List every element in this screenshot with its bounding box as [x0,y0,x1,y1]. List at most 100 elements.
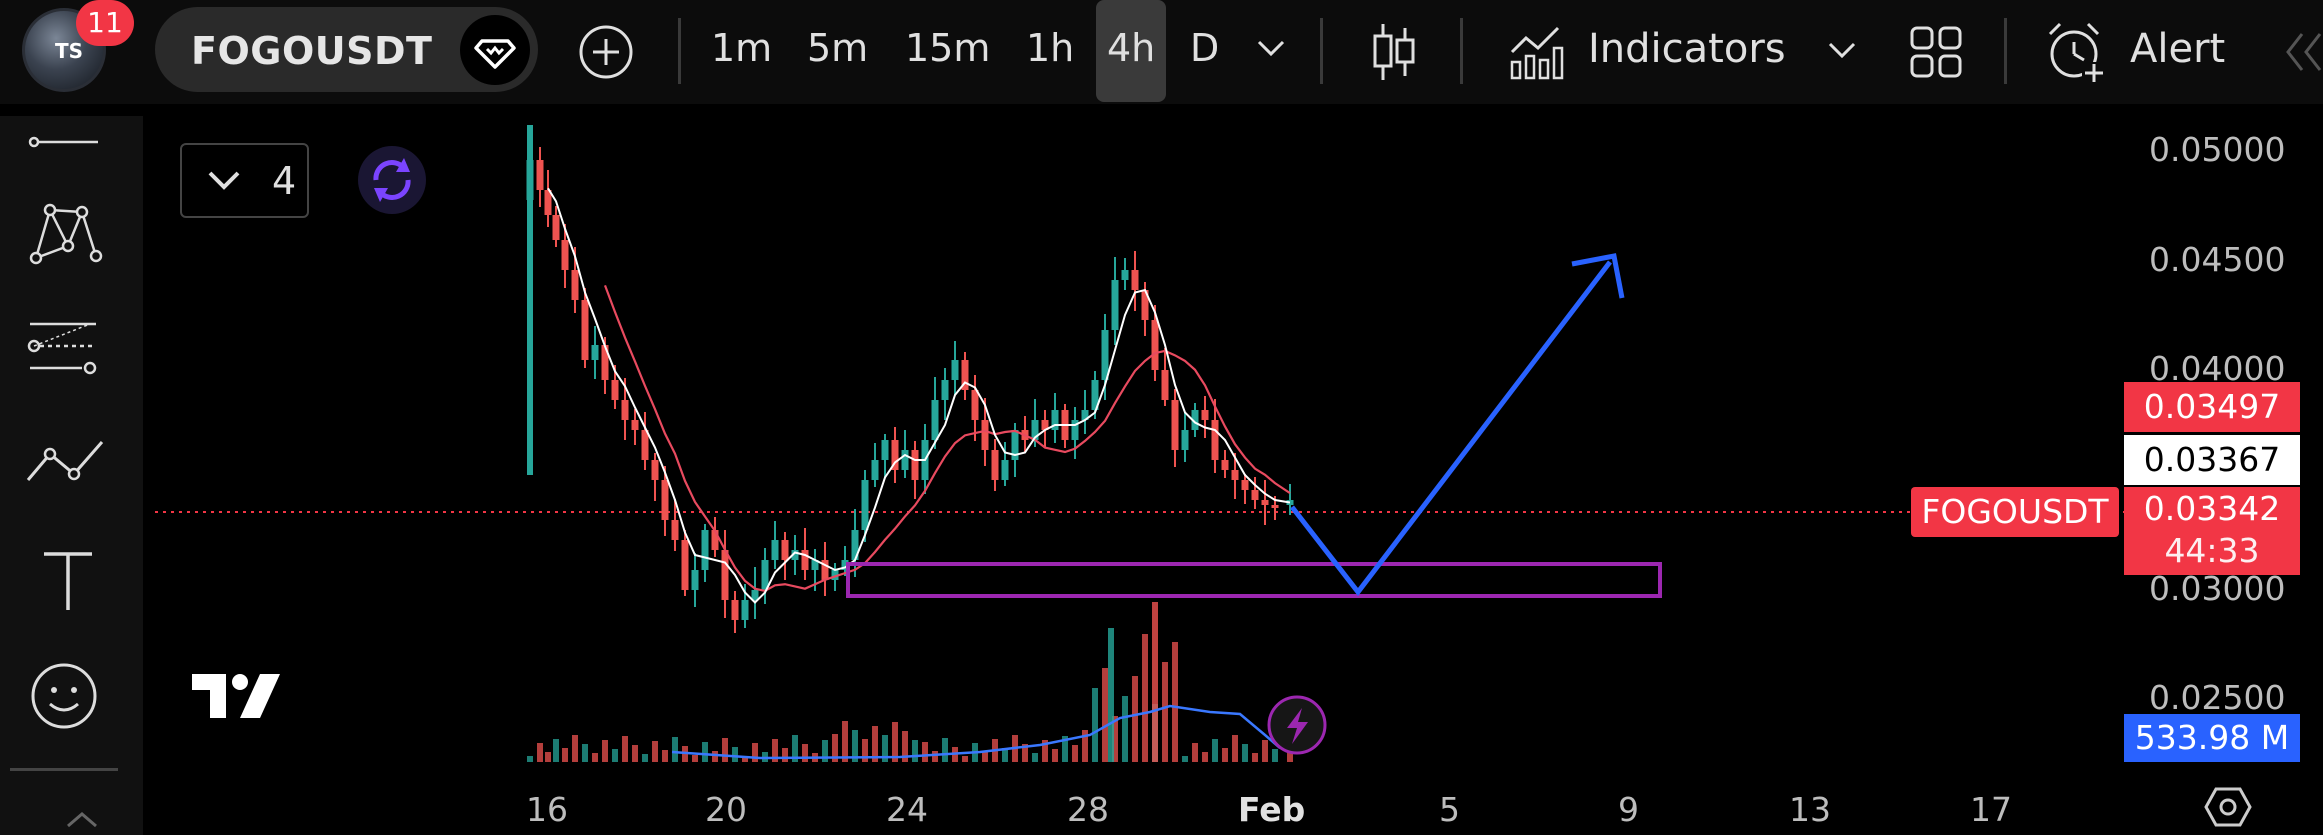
candlestick-icon [1373,24,1415,80]
sidebar-divider [10,768,118,771]
volume-bar [1122,696,1128,762]
volume-bar [982,752,988,762]
candle-body [801,550,809,570]
toolbar-divider [678,18,681,84]
volume-bar [842,721,848,762]
candle-body [1051,410,1059,430]
candle-body [1171,400,1179,450]
candle-body [881,440,889,460]
volume-bar [802,744,808,762]
date-tick: 9 [1618,790,1639,829]
volume-bar [662,750,668,762]
volume-moving-average [671,704,1281,760]
candle-body [1251,490,1259,500]
candle-body [1111,280,1119,330]
candle-body [911,450,919,480]
candle-body [861,480,869,530]
volume-bar [592,753,598,762]
volume-bar [712,751,718,762]
candle-body [1041,420,1049,430]
horizontal-ray-icon [28,136,98,148]
volume-bar [1072,745,1078,762]
timeframe-1h[interactable]: 1h [1026,26,1075,70]
volume-bar [1052,749,1058,762]
moving-average-fast [547,187,1291,604]
candle-body [851,530,859,560]
add-symbol-button[interactable] [578,24,634,80]
timeframe-1m[interactable]: 1m [711,26,773,70]
volume-bar [1132,676,1138,762]
timeframe-4h[interactable]: 4h [1107,26,1156,70]
volume-bar [1222,748,1228,762]
candle-body [671,520,679,540]
candle-body [781,540,789,560]
candle-body [661,480,669,520]
volume-bar [1042,740,1048,762]
support-zone [846,562,1662,598]
volume-bar [902,731,908,762]
candle-body [1001,460,1009,480]
sync-button[interactable] [358,146,426,214]
timeframe-15m[interactable]: 15m [905,26,991,70]
volume-bar [642,754,648,762]
candle-body [561,240,569,270]
diamond-button[interactable] [460,15,530,85]
candle-body [1151,320,1159,370]
candle-body [831,570,839,580]
candle-body [1131,270,1139,290]
indicators-button[interactable]: Indicators [1588,26,1786,72]
candle-body [821,560,829,580]
candle-body [611,380,619,400]
volume-bar [572,735,578,762]
chevron-down-icon [1828,42,1856,59]
candle-body [527,125,533,475]
volume-bar [1262,740,1268,762]
drawing-toolbar [0,116,143,835]
volume-bar [537,743,543,762]
date-tick: 5 [1439,790,1460,829]
text-t-icon [44,552,92,610]
fib-retracement-icon [27,322,97,375]
bar-chart-trend-icon [1510,26,1564,80]
symbol-selector[interactable]: FOGOUSDT [155,7,538,92]
candle-body [552,215,560,240]
candle-body [731,600,739,620]
volume-bar [832,734,838,762]
volume-bar [527,756,533,762]
legend-collapse-button[interactable]: 4 [180,143,309,218]
projection-arrowhead [1571,253,1625,299]
diamond-icon [474,39,516,69]
alert-button[interactable]: Alert [2130,26,2226,72]
volume-bar [1272,749,1278,762]
candle-body [1011,430,1019,460]
volume-bar [612,749,618,762]
date-tick: 20 [705,790,747,829]
candle-body [771,540,779,560]
volume-bar [872,726,878,762]
candle-body [791,550,799,560]
timeframe-5m[interactable]: 5m [807,26,869,70]
date-tick: 28 [1067,790,1109,829]
volume-bar [822,740,828,762]
volume-bar [692,755,698,762]
candle-body [691,570,699,590]
volume-bar [622,736,628,762]
candle-body [591,345,599,360]
volume-bar [912,740,918,762]
candle-body [621,400,629,420]
date-tick: 16 [526,790,568,829]
timeframe-d[interactable]: D [1190,26,1220,70]
volume-bar [1032,753,1038,762]
price-tick: 0.04000 [2149,349,2286,388]
volume-bar [1142,634,1148,762]
notification-badge[interactable]: 11 [76,0,134,46]
candle-body [1271,505,1279,508]
projection-path [1290,260,1612,597]
candle-body [901,450,909,470]
candle-body [1231,470,1239,480]
price-tick: 0.04500 [2149,240,2286,279]
volume-bar [1062,736,1068,762]
candle-body [1121,270,1129,280]
toolbar-divider [1320,18,1323,84]
